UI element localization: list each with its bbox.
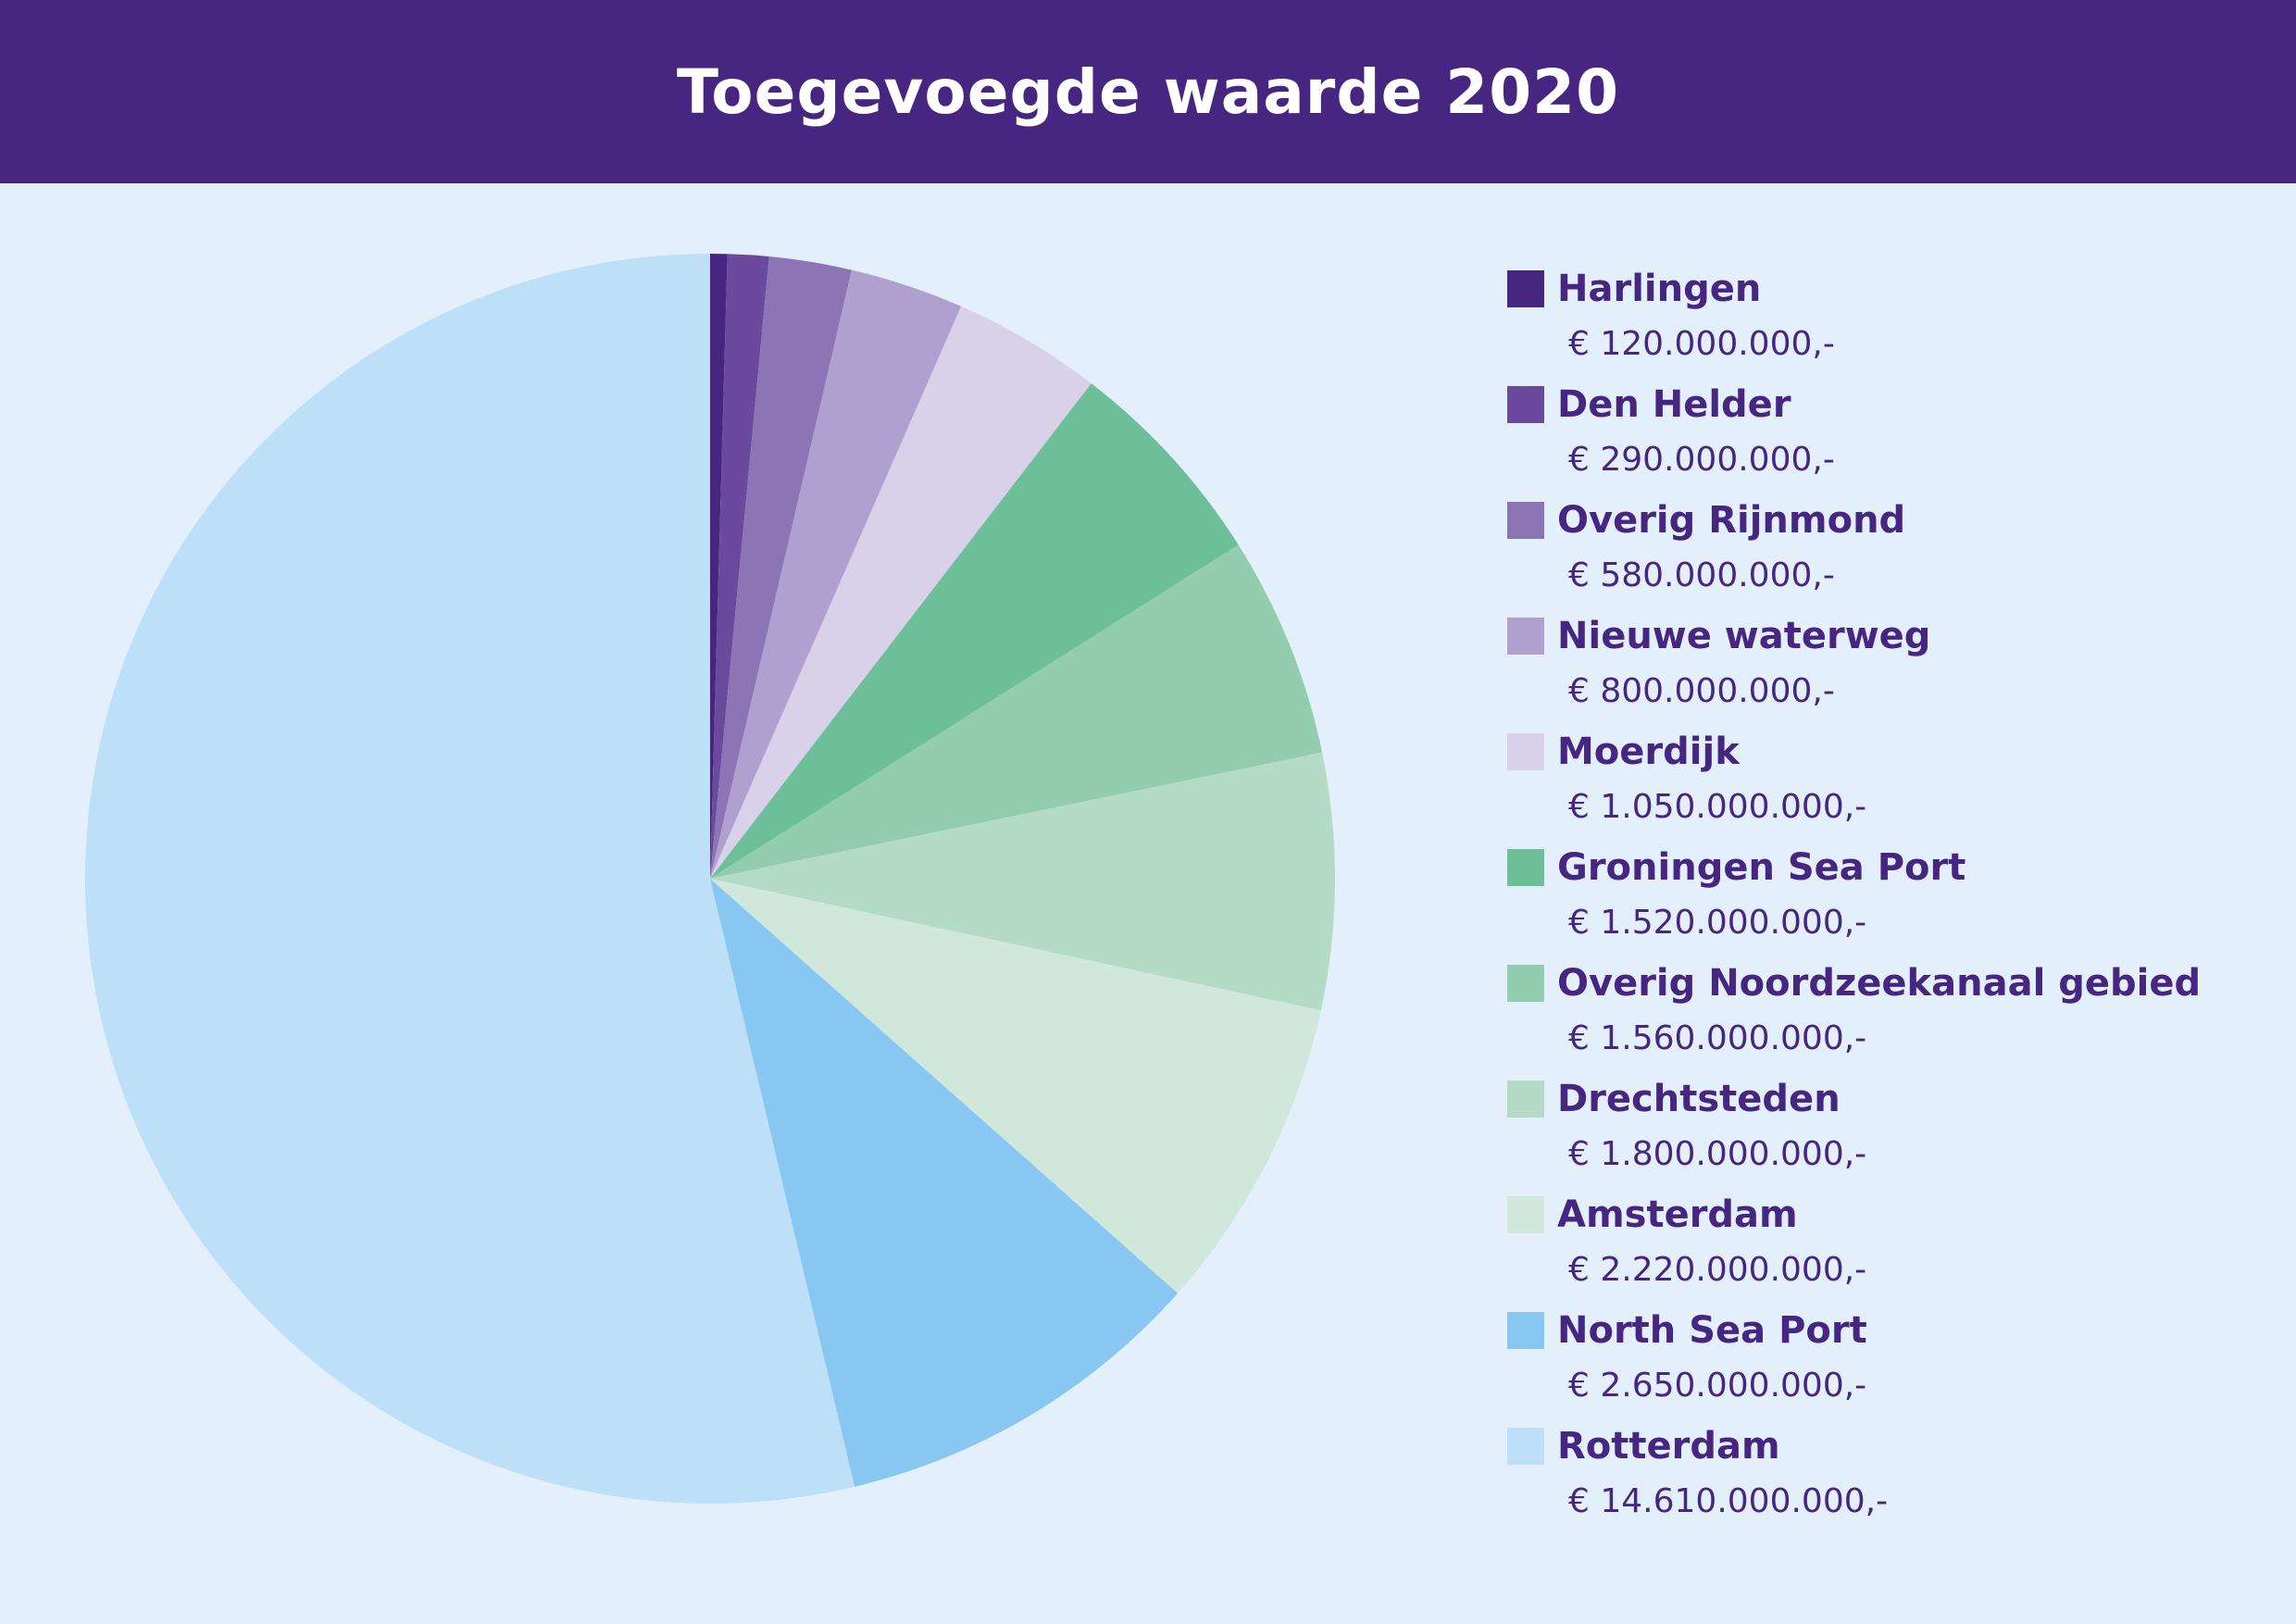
legend-swatch [1507,618,1544,655]
legend-swatch [1507,965,1544,1002]
pie-slice-den-helder [710,254,769,879]
legend-value: € 2.650.000.000,- [1568,1367,1867,1405]
legend-label: Moerdijk [1557,731,1740,773]
legend-label: North Sea Port [1557,1309,1867,1352]
legend-value: € 120.000.000,- [1568,325,1835,363]
pie-chart [84,254,1335,1504]
legend-swatch [1507,1428,1544,1465]
pie-slice-drechtsteden [710,752,1335,1011]
legend-value: € 1.520.000.000,- [1568,904,1867,942]
legend-label: Den Helder [1557,383,1791,426]
legend-label: Nieuwe waterweg [1557,615,1931,657]
pie-slice-overig-rijnmond [710,256,853,879]
pie-slice-overig-noordzeekanaal-gebied [710,544,1323,879]
legend-item: Overig Noordzeekanaal gebied € 1.560.000.… [1507,961,2266,1077]
legend-label: Groningen Sea Port [1557,846,1966,889]
legend-label: Drechtsteden [1557,1078,1841,1120]
legend-value: € 580.000.000,- [1568,556,1835,594]
legend-swatch [1507,1196,1544,1233]
legend-value: € 290.000.000,- [1568,441,1835,479]
legend-item: Amsterdam € 2.220.000.000,- [1507,1193,2266,1308]
legend-label: Amsterdam [1557,1193,1798,1236]
legend-label: Rotterdam [1557,1425,1780,1468]
legend-item: North Sea Port € 2.650.000.000,- [1507,1308,2266,1424]
pie-slice-moerdijk [710,306,1092,879]
legend-label: Overig Noordzeekanaal gebied [1557,962,2202,1005]
legend-item: Nieuwe waterweg € 800.000.000,- [1507,614,2266,730]
legend-item: Rotterdam € 14.610.000.000,- [1507,1424,2266,1540]
chart-legend: Harlingen € 120.000.000,- Den Helder € 290.… [1507,267,2266,1540]
legend-value: € 14.610.000.000,- [1568,1482,1889,1520]
legend-item: Moerdijk € 1.050.000.000,- [1507,730,2266,845]
legend-value: € 1.800.000.000,- [1568,1135,1867,1173]
legend-item: Overig Rijnmond € 580.000.000,- [1507,498,2266,614]
legend-swatch [1507,1081,1544,1118]
legend-swatch [1507,849,1544,886]
pie-slice-north-sea-port [710,879,1179,1487]
pie-slice-nieuwe-waterweg [710,269,962,879]
legend-item: Den Helder € 290.000.000,- [1507,382,2266,498]
pie-slice-groningen-sea-port [710,383,1239,879]
legend-swatch [1507,386,1544,423]
chart-header: Toegevoegde waarde 2020 [0,0,2296,183]
legend-value: € 800.000.000,- [1568,672,1835,710]
legend-value: € 1.560.000.000,- [1568,1019,1867,1057]
legend-value: € 2.220.000.000,- [1568,1251,1867,1289]
legend-swatch [1507,502,1544,539]
legend-item: Drechtsteden € 1.800.000.000,- [1507,1077,2266,1193]
pie-slice-harlingen [710,254,728,879]
legend-item: Harlingen € 120.000.000,- [1507,267,2266,382]
legend-swatch [1507,733,1544,770]
legend-value: € 1.050.000.000,- [1568,788,1867,826]
legend-swatch [1507,1312,1544,1349]
legend-label: Overig Rijnmond [1557,499,1906,542]
legend-swatch [1507,270,1544,307]
chart-title: Toegevoegde waarde 2020 [677,56,1619,128]
legend-label: Harlingen [1557,268,1762,310]
pie-slice-amsterdam [710,879,1321,1293]
pie-slice-rotterdam [84,254,855,1504]
legend-item: Groningen Sea Port € 1.520.000.000,- [1507,845,2266,961]
